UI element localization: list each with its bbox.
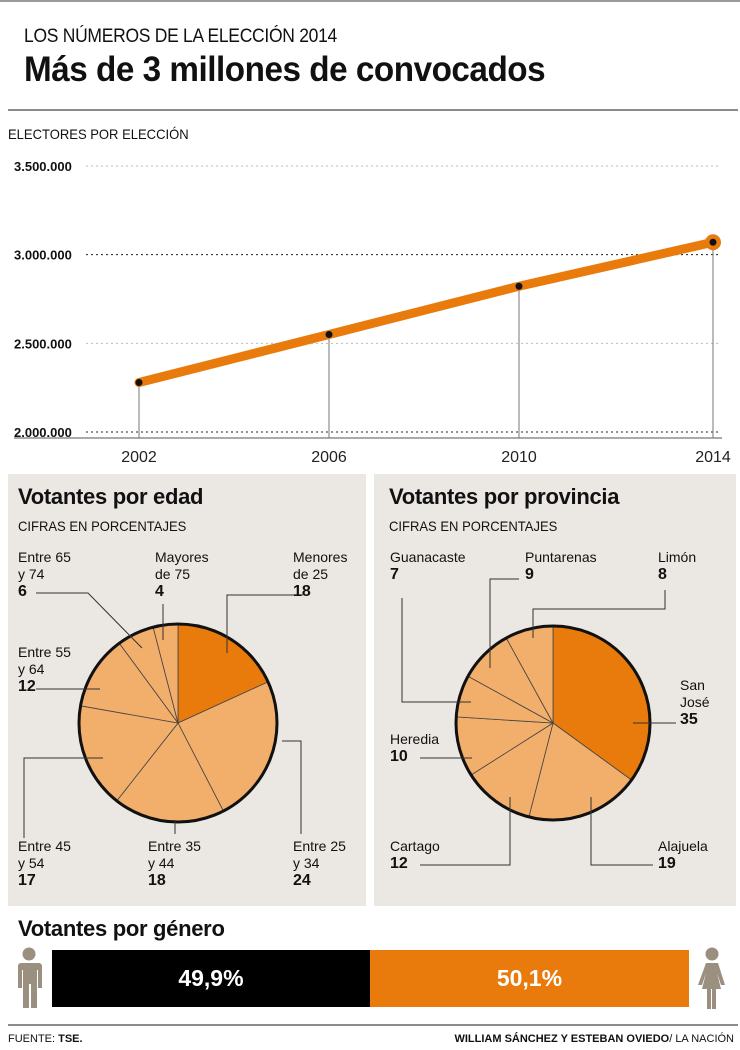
series-line — [134, 237, 718, 388]
top-border — [0, 0, 740, 2]
x-tick-label: 2006 — [311, 449, 347, 466]
gender-title: Votantes por género — [18, 916, 225, 941]
age-label-75-plus: Mayores de 75 4 — [155, 549, 209, 600]
x-tick-label: 2014 — [695, 449, 731, 466]
gender-bar-male: 49,9% — [52, 950, 370, 1007]
x-tick-label: 2010 — [501, 449, 537, 466]
age-label-35-44: Entre 35 y 44 18 — [148, 838, 201, 889]
province-label-san-jose: San José 35 — [680, 677, 710, 728]
province-label-puntarenas: Puntarenas 9 — [525, 549, 597, 583]
line-chart: 2.000.000 2.500.000 3.000.000 3.500.000 2002… — [14, 159, 731, 466]
line-chart-title: ELECTORES POR ELECCIÓN — [8, 126, 189, 142]
province-label-alajuela: Alajuela 19 — [658, 838, 708, 872]
data-point — [135, 379, 143, 387]
y-tick-label: 3.000.000 — [14, 248, 72, 263]
data-point — [709, 238, 717, 246]
header-divider — [8, 109, 738, 111]
x-tick-label: 2002 — [121, 449, 157, 466]
age-label-45-54: Entre 45 y 54 17 — [18, 838, 71, 889]
female-percent: 50,1% — [496, 965, 563, 991]
male-icon — [18, 947, 42, 1008]
province-label-guanacaste: Guanacaste 7 — [390, 549, 466, 583]
footer-divider — [8, 1024, 738, 1026]
female-icon — [698, 947, 725, 1009]
credits: WILLIAM SÁNCHEZ Y ESTEBAN OVIEDO/ LA NAC… — [454, 1033, 734, 1045]
age-label-65-74: Entre 65 y 74 6 — [18, 549, 71, 600]
age-label-under-25: Menores de 25 18 — [293, 549, 348, 600]
headline: Más de 3 millones de convocados — [24, 50, 546, 89]
province-label-cartago: Cartago 12 — [390, 838, 440, 872]
province-label-limon: Limón 8 — [658, 549, 697, 583]
y-tick-label: 2.000.000 — [14, 425, 72, 440]
age-label-25-34: Entre 25 y 34 24 — [293, 838, 346, 889]
male-percent: 49,9% — [178, 965, 244, 991]
age-panel-title: Votantes por edad — [18, 484, 204, 509]
kicker: LOS NÚMEROS DE LA ELECCIÓN 2014 — [24, 26, 338, 47]
data-point — [325, 330, 333, 338]
y-tick-label: 3.500.000 — [14, 159, 72, 174]
source: FUENTE: TSE. — [8, 1033, 83, 1045]
data-point — [515, 282, 523, 290]
gender-bar-female: 50,1% — [369, 950, 689, 1007]
y-tick-label: 2.500.000 — [14, 336, 72, 351]
age-label-55-64: Entre 55 y 64 12 — [18, 644, 71, 695]
province-label-heredia: Heredia 10 — [390, 731, 440, 765]
age-panel-subtitle: CIFRAS EN PORCENTAJES — [18, 518, 187, 534]
province-panel-subtitle: CIFRAS EN PORCENTAJES — [389, 518, 558, 534]
province-panel-title: Votantes por provincia — [389, 484, 620, 509]
